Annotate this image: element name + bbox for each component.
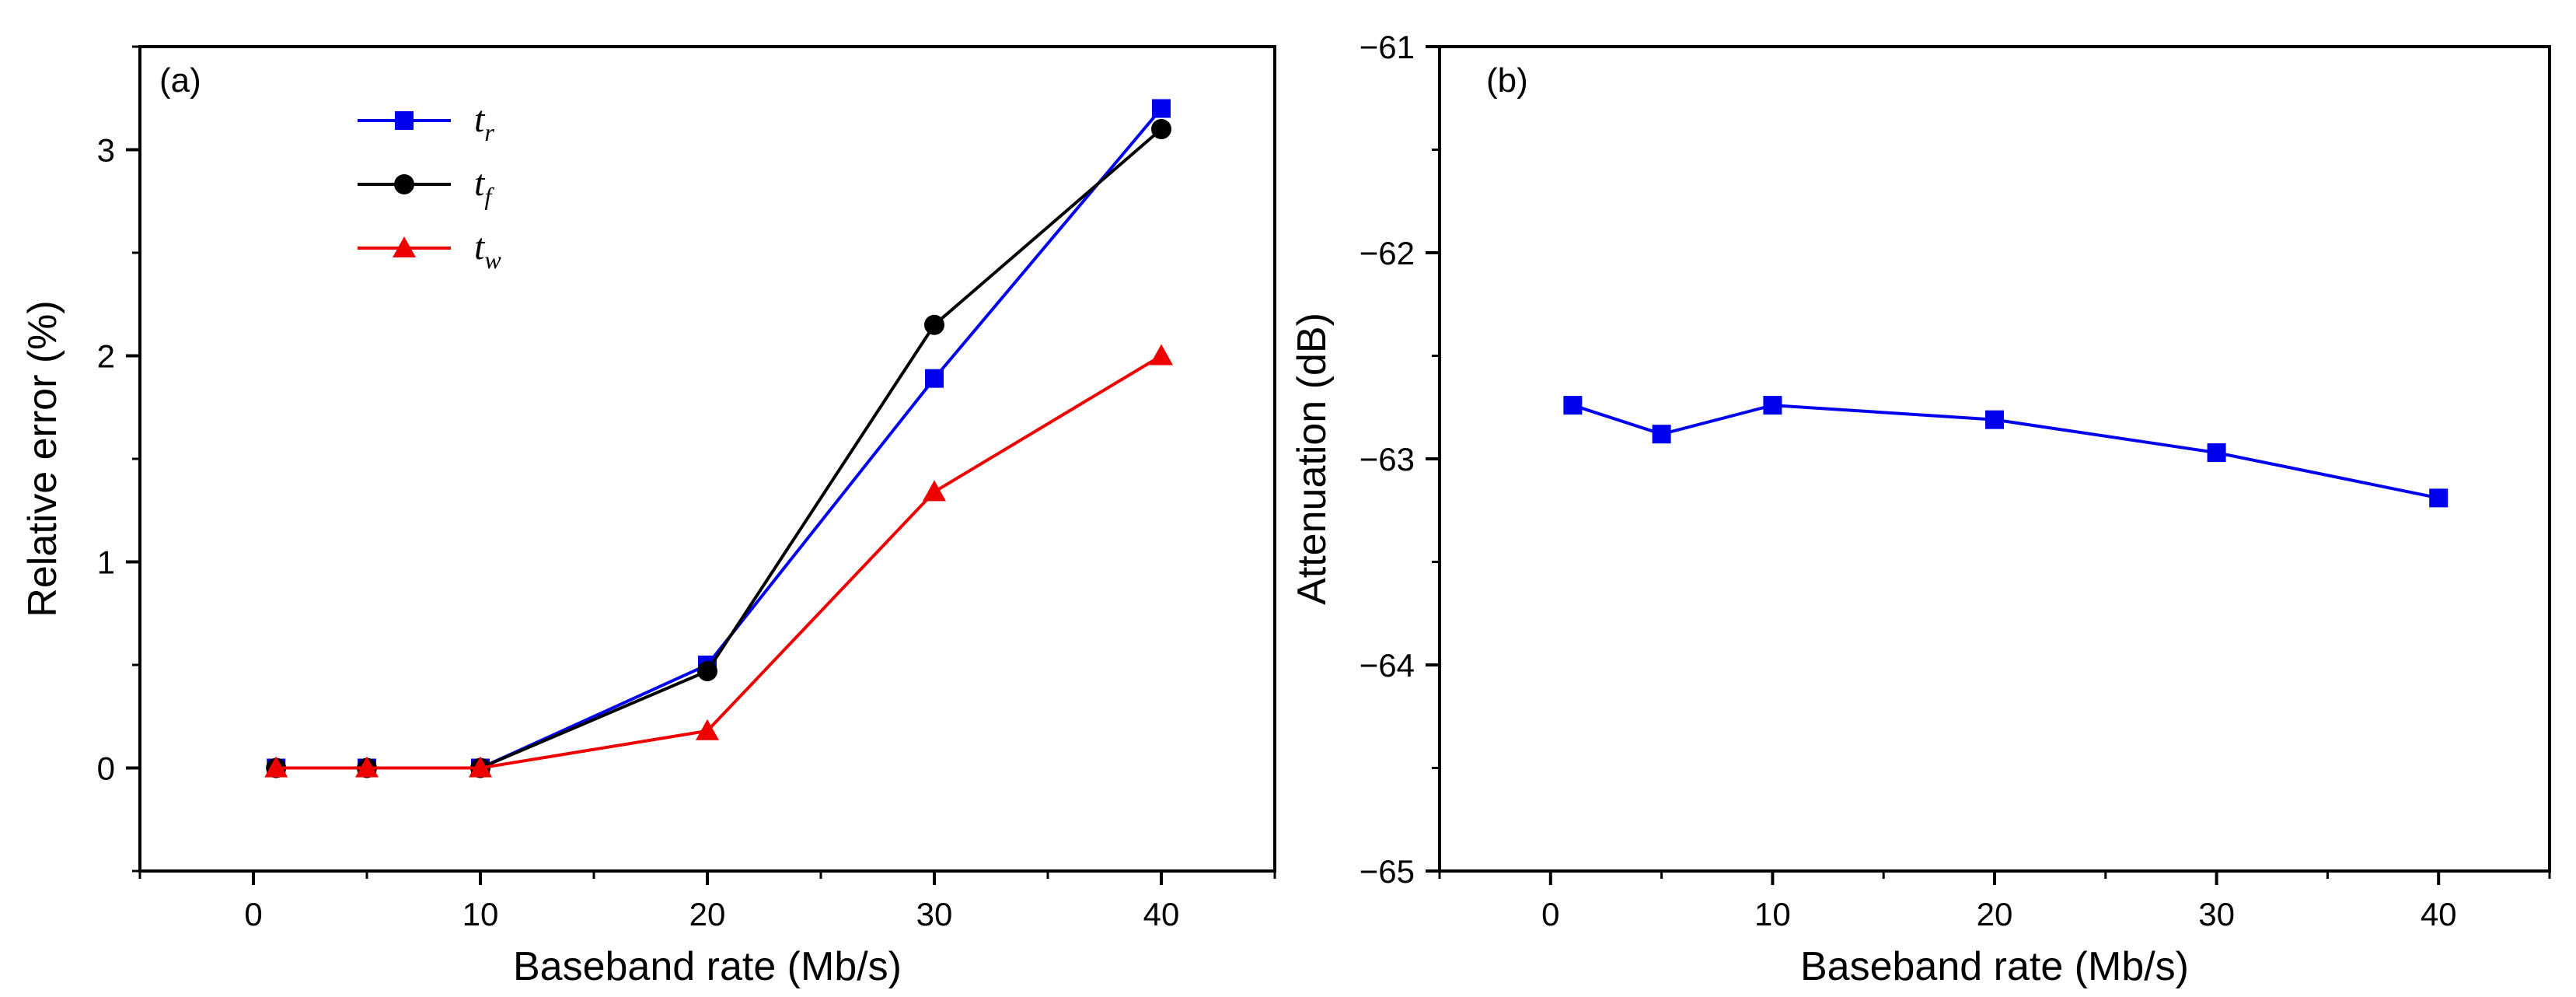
data-point	[1652, 425, 1671, 444]
panel-label: (b)	[1486, 61, 1528, 100]
data-point	[1151, 119, 1171, 139]
legend-subscript: r	[484, 118, 494, 146]
data-point	[264, 756, 288, 778]
y-tick-label: −61	[1360, 29, 1415, 65]
x-tick-label: 10	[1754, 896, 1791, 932]
x-tick-label: 0	[244, 896, 262, 932]
panel-b: 0 10 20 30 40 −65 −64 −63 −62 −61 Baseband rate (M…	[1290, 29, 2551, 989]
data-point	[696, 719, 719, 740]
series-t-f	[266, 119, 1171, 778]
data-point	[1985, 410, 2004, 429]
panel-label: (a)	[159, 61, 201, 100]
series-attenuation	[1563, 396, 2449, 508]
y-tick-label: 1	[97, 544, 115, 581]
data-point	[355, 756, 379, 778]
data-point	[1152, 99, 1171, 118]
legend-marker	[395, 111, 414, 130]
legend-marker	[394, 174, 414, 194]
data-point	[923, 480, 946, 502]
x-axis-title: Baseband rate (Mb/s)	[513, 944, 902, 989]
x-tick-label: 20	[689, 896, 726, 932]
series-t-r	[267, 99, 1171, 778]
y-axis-title: Attenuation (dB)	[1290, 313, 1335, 605]
x-tick-label: 40	[2421, 896, 2457, 932]
series-line	[276, 107, 1163, 770]
x-tick-label: 20	[1977, 896, 2013, 932]
y-axis-title: Relative error (%)	[20, 300, 65, 617]
legend: tr tf tw	[358, 99, 501, 274]
data-point	[1763, 396, 1782, 415]
y-tick-label: −62	[1360, 235, 1415, 271]
series-line	[276, 128, 1163, 770]
data-point	[697, 660, 717, 681]
legend-subscript: f	[484, 182, 494, 210]
series-line	[276, 354, 1163, 770]
x-tick-label: 30	[2198, 896, 2235, 932]
y-tick-label: 0	[97, 750, 115, 787]
x-axis-title: Baseband rate (Mb/s)	[1800, 944, 2189, 989]
data-point	[924, 314, 944, 335]
plot-frame	[138, 45, 1276, 873]
y-tick-label: −65	[1360, 853, 1415, 890]
panel-a: 0 10 20 30 40 0 1 2 3 Baseband rate (Mb/s) Relativ…	[20, 45, 1276, 989]
x-tick-label: 10	[462, 896, 499, 932]
data-point	[925, 369, 944, 388]
data-point	[1563, 396, 1583, 415]
legend-label: tw	[474, 226, 501, 274]
legend-label: tr	[474, 99, 494, 146]
y-tick-label: 2	[97, 338, 115, 375]
data-point	[469, 756, 492, 778]
legend-marker	[393, 236, 416, 257]
data-point	[1150, 344, 1173, 366]
series-line	[1572, 404, 2439, 500]
y-tick-label: −63	[1360, 441, 1415, 478]
series-t-w	[264, 344, 1173, 778]
x-tick-label: 40	[1143, 896, 1180, 932]
legend-label: tf	[474, 163, 494, 210]
legend-subscript: w	[484, 246, 501, 274]
plot-frame	[1438, 45, 2551, 873]
x-tick-label: 0	[1541, 896, 1559, 932]
y-tick-label: 3	[97, 132, 115, 169]
x-tick-label: 30	[916, 896, 953, 932]
data-point	[2429, 488, 2449, 508]
data-point	[2207, 443, 2226, 463]
y-tick-label: −64	[1360, 647, 1415, 684]
